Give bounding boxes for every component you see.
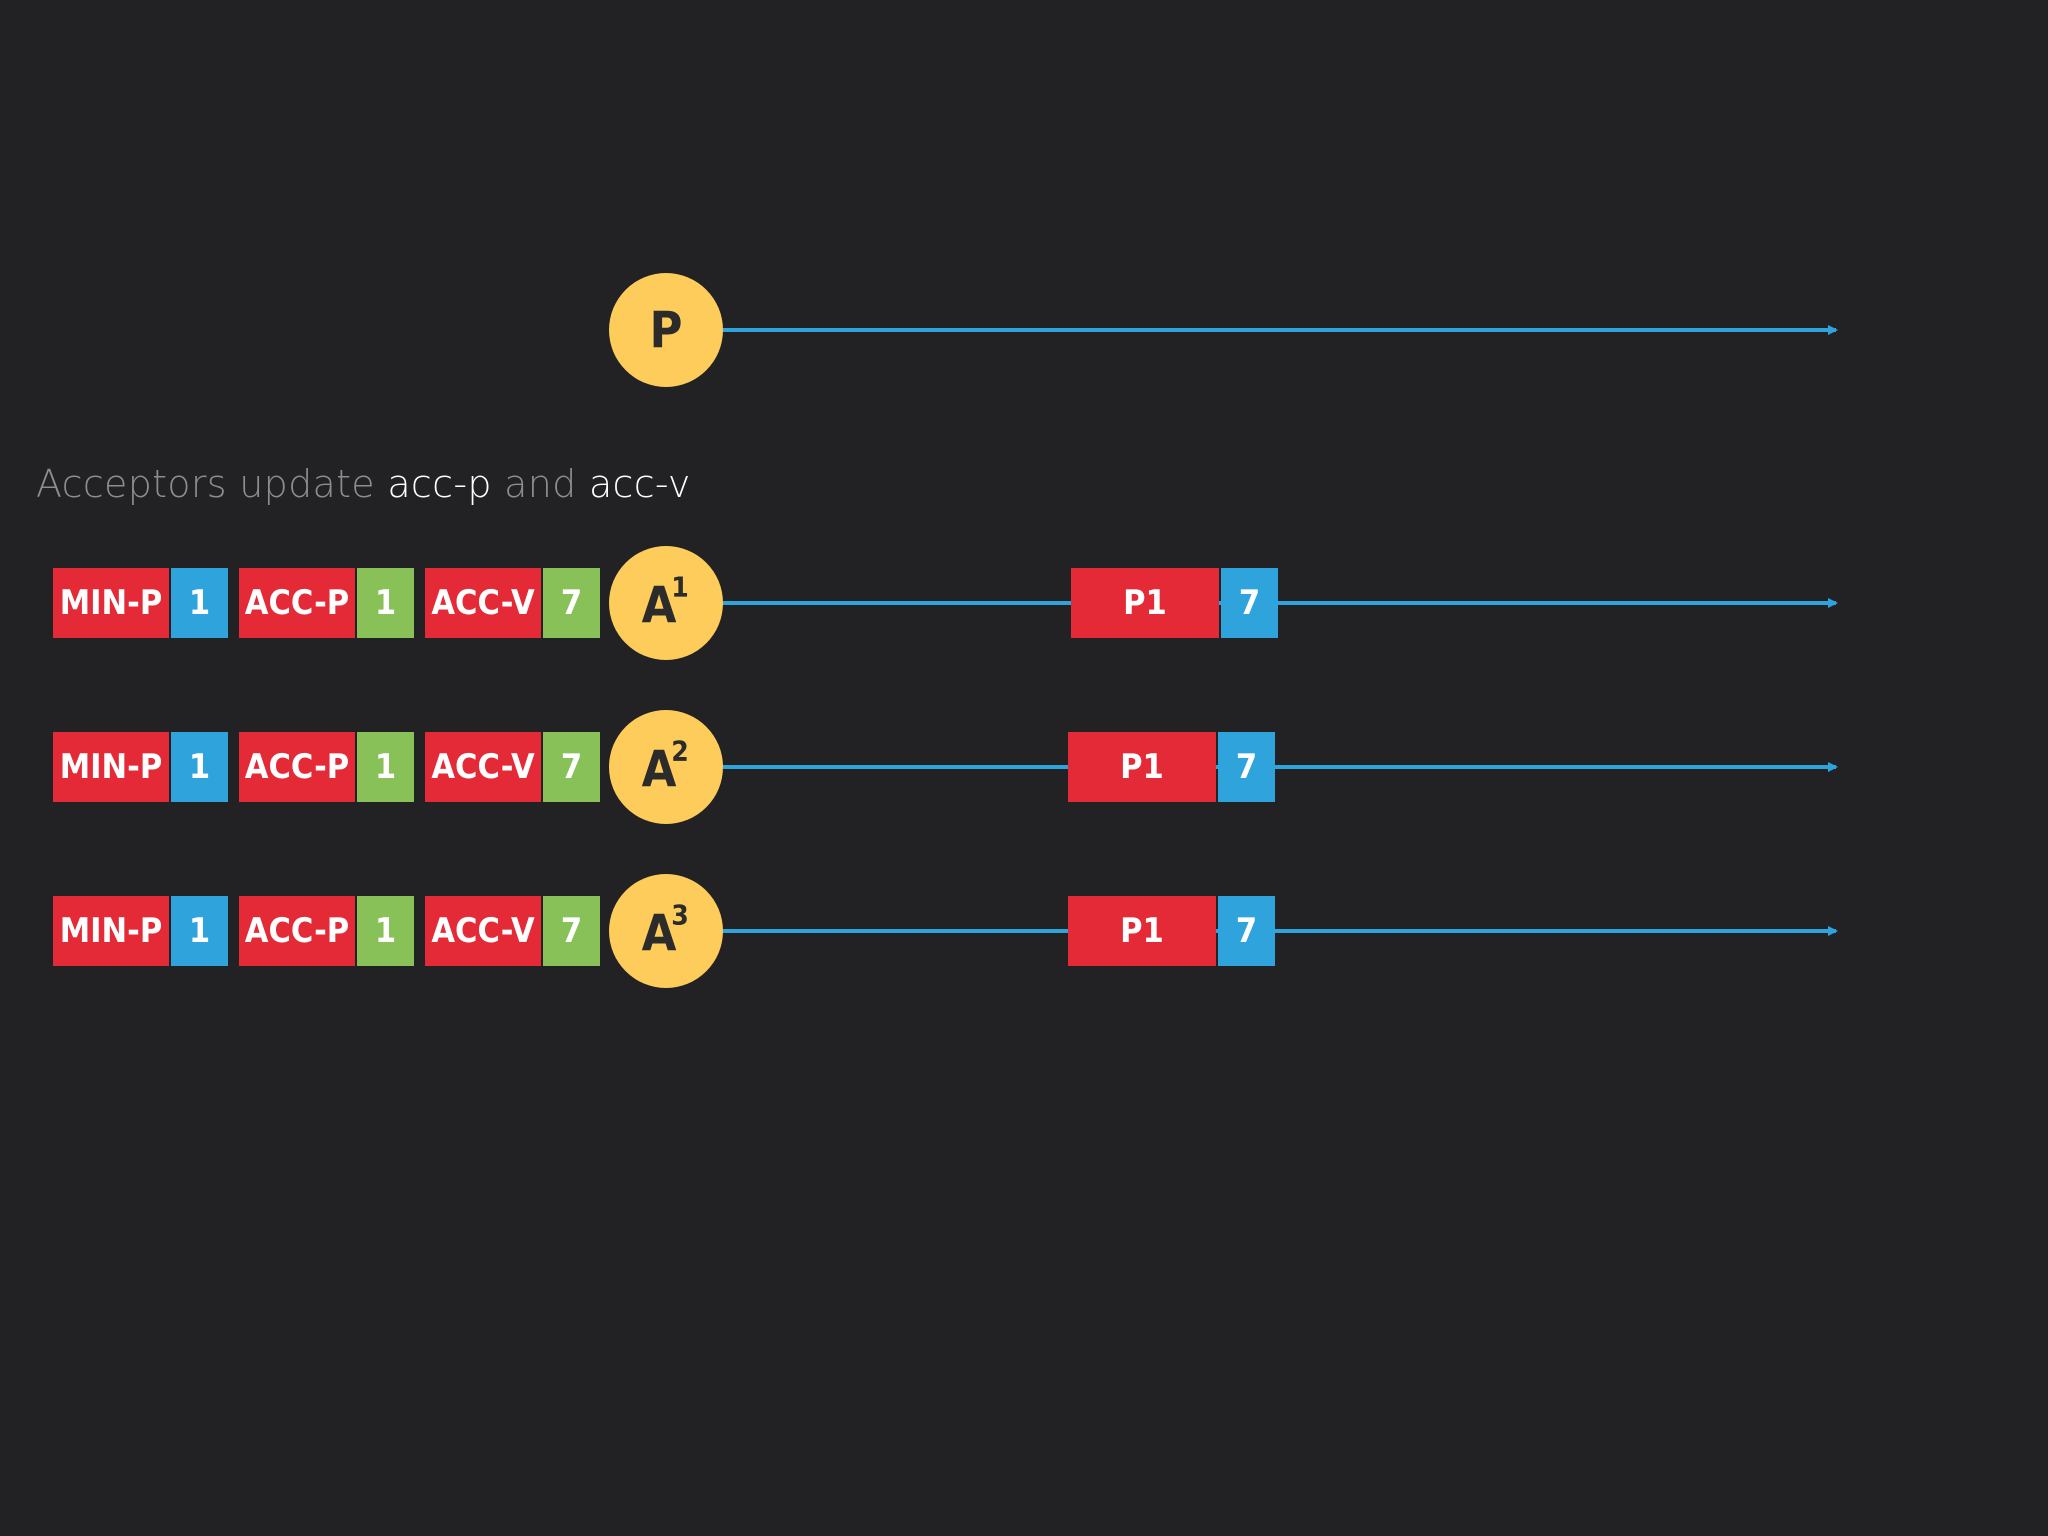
- state-value: 1: [189, 583, 210, 623]
- message-label: P1: [1120, 911, 1164, 951]
- caption-prefix: Acceptors update: [36, 462, 375, 506]
- message-value: 7: [1239, 583, 1260, 623]
- state-value-box: [543, 568, 600, 638]
- state-label: ACC-V: [431, 911, 535, 951]
- caption-term-acc-p: acc-p: [387, 462, 492, 506]
- caption-term-acc-v: acc-v: [588, 462, 691, 506]
- acceptor-index: 2: [671, 735, 689, 768]
- state-label-box: [239, 896, 355, 966]
- state-label: ACC-P: [245, 747, 349, 787]
- acceptor-index: 1: [671, 571, 689, 604]
- state-label-box: [53, 568, 169, 638]
- state-label: ACC-P: [245, 583, 349, 623]
- state-label-box: [239, 568, 355, 638]
- state-value: 1: [375, 911, 396, 951]
- message-label-box: [1068, 896, 1216, 966]
- proposer-node: [609, 273, 723, 387]
- state-value: 7: [561, 911, 582, 951]
- state-value: 1: [189, 747, 210, 787]
- message-label: P1: [1123, 583, 1167, 623]
- message-value-box: [1221, 568, 1278, 638]
- state-label-box: [239, 732, 355, 802]
- state-label-box: [425, 896, 541, 966]
- state-label-box: [425, 732, 541, 802]
- message-value-box: [1218, 896, 1275, 966]
- message-label: P1: [1120, 747, 1164, 787]
- state-value-box: [357, 896, 414, 966]
- state-value-box: [171, 896, 228, 966]
- state-value-box: [543, 732, 600, 802]
- state-value-box: [171, 732, 228, 802]
- state-value-box: [171, 568, 228, 638]
- state-value: 1: [375, 583, 396, 623]
- state-value-box: [357, 732, 414, 802]
- message-label-box: [1071, 568, 1219, 638]
- acceptor-node-1: [609, 546, 723, 660]
- state-label-box: [53, 896, 169, 966]
- state-label-box: [425, 568, 541, 638]
- state-value: 1: [189, 911, 210, 951]
- acceptor-letter: A: [642, 576, 677, 634]
- state-label: ACC-P: [245, 911, 349, 951]
- state-value-box: [357, 568, 414, 638]
- state-label: MIN-P: [60, 747, 163, 787]
- message-value-box: [1218, 732, 1275, 802]
- acceptor-letter: A: [642, 904, 677, 962]
- state-label: MIN-P: [60, 911, 163, 951]
- state-label: ACC-V: [431, 583, 535, 623]
- acceptor-index: 3: [671, 899, 689, 932]
- caption: Acceptors update acc-p and acc-v: [36, 462, 691, 506]
- state-value: 7: [561, 583, 582, 623]
- message-value: 7: [1236, 911, 1257, 951]
- state-value: 1: [375, 747, 396, 787]
- caption-middle: and: [504, 462, 577, 506]
- state-value: 7: [561, 747, 582, 787]
- acceptor-node-2: [609, 710, 723, 824]
- state-value-box: [543, 896, 600, 966]
- proposer-label: P: [650, 301, 683, 359]
- message-label-box: [1068, 732, 1216, 802]
- state-label-box: [53, 732, 169, 802]
- state-label: ACC-V: [431, 747, 535, 787]
- message-value: 7: [1236, 747, 1257, 787]
- acceptor-node-3: [609, 874, 723, 988]
- acceptor-letter: A: [642, 740, 677, 798]
- state-label: MIN-P: [60, 583, 163, 623]
